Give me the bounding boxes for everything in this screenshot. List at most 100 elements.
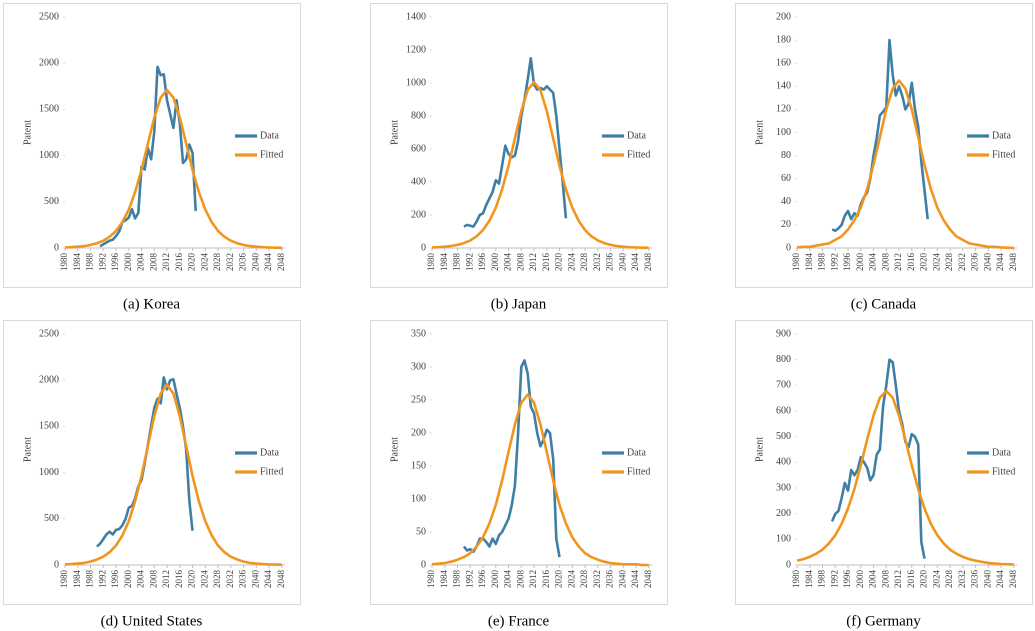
x-tick-label: 1980 bbox=[59, 570, 69, 589]
y-tick-label: 2000 bbox=[39, 374, 59, 385]
x-tick-label: 2032 bbox=[592, 253, 602, 271]
y-tick-label: 2500 bbox=[39, 11, 59, 22]
x-tick-label: 1992 bbox=[829, 253, 839, 271]
y-tick-label: 40 bbox=[781, 196, 791, 207]
x-tick-label: 1988 bbox=[452, 253, 462, 272]
y-tick-label: 200 bbox=[776, 508, 791, 519]
y-axis-label: Patent bbox=[22, 120, 33, 145]
x-tick-label: 2036 bbox=[238, 253, 248, 272]
chart-panel: 0 500 1000 1500 2000 2500 1980 1984 1988 1992 1996… bbox=[3, 3, 301, 288]
legend-label: Fitted bbox=[992, 149, 1015, 160]
y-tick-label: 0 bbox=[786, 559, 791, 570]
legend-label: Fitted bbox=[260, 466, 283, 477]
x-tick-label: 2008 bbox=[515, 253, 525, 272]
x-tick-label: 1984 bbox=[439, 253, 449, 272]
x-tick-label: 2024 bbox=[566, 570, 576, 589]
panel-frame bbox=[370, 320, 668, 605]
x-tick-label: 2048 bbox=[276, 253, 286, 272]
y-tick-label: 1200 bbox=[406, 44, 426, 55]
y-tick-label: 1500 bbox=[39, 104, 59, 115]
panel-frame bbox=[3, 320, 301, 605]
x-tick-label: 2028 bbox=[212, 253, 222, 272]
x-tick-label: 2044 bbox=[263, 253, 273, 272]
x-tick-label: 1980 bbox=[426, 253, 436, 272]
x-tick-label: 2032 bbox=[225, 570, 235, 588]
y-tick-label: 400 bbox=[776, 457, 791, 468]
x-tick-label: 2004 bbox=[868, 253, 878, 272]
legend-label: Fitted bbox=[992, 466, 1015, 477]
line-series bbox=[431, 393, 649, 567]
x-tick-label: 2020 bbox=[919, 570, 929, 589]
x-tick-label: 2024 bbox=[931, 570, 941, 589]
x-tick-label: 1980 bbox=[426, 570, 436, 589]
x-tick-label: 2024 bbox=[199, 570, 209, 589]
x-tick-label: 1984 bbox=[72, 253, 82, 272]
legend-label: Data bbox=[260, 130, 279, 141]
x-tick-label: 2032 bbox=[957, 570, 967, 588]
y-tick-label: 500 bbox=[776, 431, 791, 442]
chart-panel: 0 50 100 150 200 250 300 350 1980 1984 1988 1992 199… bbox=[370, 320, 668, 605]
x-tick-label: 1984 bbox=[804, 570, 814, 589]
line-series bbox=[831, 38, 929, 232]
x-tick-label: 2008 bbox=[880, 253, 890, 272]
y-tick-label: 100 bbox=[411, 493, 426, 504]
x-tick-label: 2036 bbox=[970, 253, 980, 272]
x-tick-label: 2016 bbox=[541, 570, 551, 589]
x-tick-label: 2004 bbox=[503, 253, 513, 272]
y-tick-label: 0 bbox=[786, 242, 791, 253]
x-tick-label: 2024 bbox=[931, 253, 941, 272]
x-tick-label: 1996 bbox=[110, 253, 120, 272]
x-tick-label: 2000 bbox=[855, 253, 865, 272]
y-tick-label: 600 bbox=[411, 143, 426, 154]
x-tick-label: 1984 bbox=[72, 570, 82, 589]
y-tick-label: 600 bbox=[776, 405, 791, 416]
y-tick-label: 250 bbox=[411, 394, 426, 405]
x-tick-label: 1996 bbox=[842, 253, 852, 272]
legend-label: Data bbox=[260, 447, 279, 458]
x-tick-label: 2008 bbox=[148, 253, 158, 272]
y-tick-label: 1500 bbox=[39, 421, 59, 432]
y-tick-label: 50 bbox=[416, 526, 426, 537]
panel-frame bbox=[735, 3, 1033, 288]
x-tick-label: 2044 bbox=[630, 253, 640, 272]
y-tick-label: 700 bbox=[776, 380, 791, 391]
x-tick-label: 1988 bbox=[85, 570, 95, 589]
x-tick-label: 2008 bbox=[148, 570, 158, 589]
x-tick-label: 2016 bbox=[541, 253, 551, 272]
y-axis-label: Patent bbox=[389, 437, 400, 462]
x-tick-label: 1992 bbox=[464, 253, 474, 271]
y-tick-label: 300 bbox=[776, 482, 791, 493]
x-tick-label: 2000 bbox=[123, 253, 133, 272]
y-tick-label: 500 bbox=[44, 196, 59, 207]
line-series bbox=[64, 88, 282, 250]
x-tick-label: 1984 bbox=[439, 570, 449, 589]
x-tick-label: 2036 bbox=[605, 570, 615, 589]
y-tick-label: 150 bbox=[411, 460, 426, 471]
x-tick-label: 2028 bbox=[944, 253, 954, 272]
x-tick-label: 2012 bbox=[893, 570, 903, 588]
x-tick-label: 2000 bbox=[490, 253, 500, 272]
x-tick-label: 1996 bbox=[477, 253, 487, 272]
x-tick-label: 2044 bbox=[630, 570, 640, 589]
line-series bbox=[431, 80, 649, 250]
x-tick-label: 1996 bbox=[110, 570, 120, 589]
x-tick-label: 1980 bbox=[791, 570, 801, 589]
x-tick-label: 2048 bbox=[643, 570, 653, 589]
y-tick-label: 400 bbox=[411, 176, 426, 187]
caption: (d) United States bbox=[101, 613, 203, 629]
x-tick-label: 2012 bbox=[161, 253, 171, 271]
x-tick-label: 1992 bbox=[97, 253, 107, 271]
x-tick-label: 2016 bbox=[906, 570, 916, 589]
x-tick-label: 1980 bbox=[59, 253, 69, 272]
y-tick-label: 180 bbox=[776, 34, 791, 45]
y-axis-label: Patent bbox=[22, 437, 33, 462]
x-tick-label: 2008 bbox=[880, 570, 890, 589]
y-axis-label: Patent bbox=[754, 437, 765, 462]
x-tick-label: 2048 bbox=[1008, 569, 1018, 588]
y-tick-label: 140 bbox=[776, 81, 791, 92]
chart-panel: 0 100 200 300 400 500 600 700 800 900 1980 1984 1988… bbox=[735, 320, 1033, 605]
line-series bbox=[796, 79, 1014, 250]
x-tick-label: 2012 bbox=[528, 570, 538, 588]
x-tick-label: 2032 bbox=[957, 253, 967, 271]
